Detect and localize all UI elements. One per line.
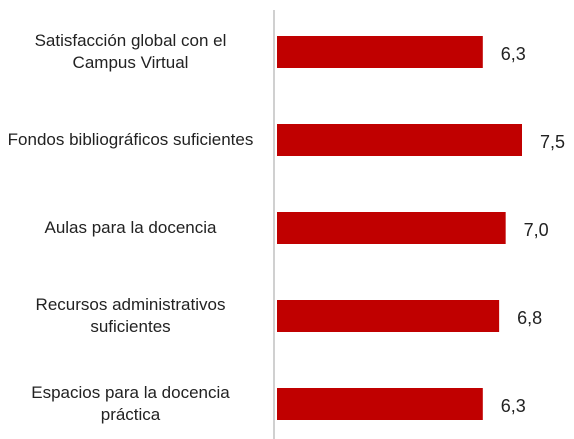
value-label: 6,3 <box>501 44 526 64</box>
category-label: Aulas para la docencia <box>44 218 217 237</box>
category-label: Satisfacción global con el Campus Virtua… <box>34 31 227 72</box>
category-label: Recursos administrativos suficientes <box>35 295 226 336</box>
bar <box>277 36 483 68</box>
value-label: 7,0 <box>524 220 549 240</box>
value-label: 6,3 <box>501 396 526 416</box>
bar <box>277 212 506 244</box>
bar <box>277 124 522 156</box>
value-label: 7,5 <box>540 132 565 152</box>
value-label: 6,8 <box>517 308 542 328</box>
category-label: Fondos bibliográficos suficientes <box>7 130 254 149</box>
bar <box>277 300 500 332</box>
bar <box>277 388 483 420</box>
category-label: Espacios para la docencia práctica <box>31 383 230 424</box>
